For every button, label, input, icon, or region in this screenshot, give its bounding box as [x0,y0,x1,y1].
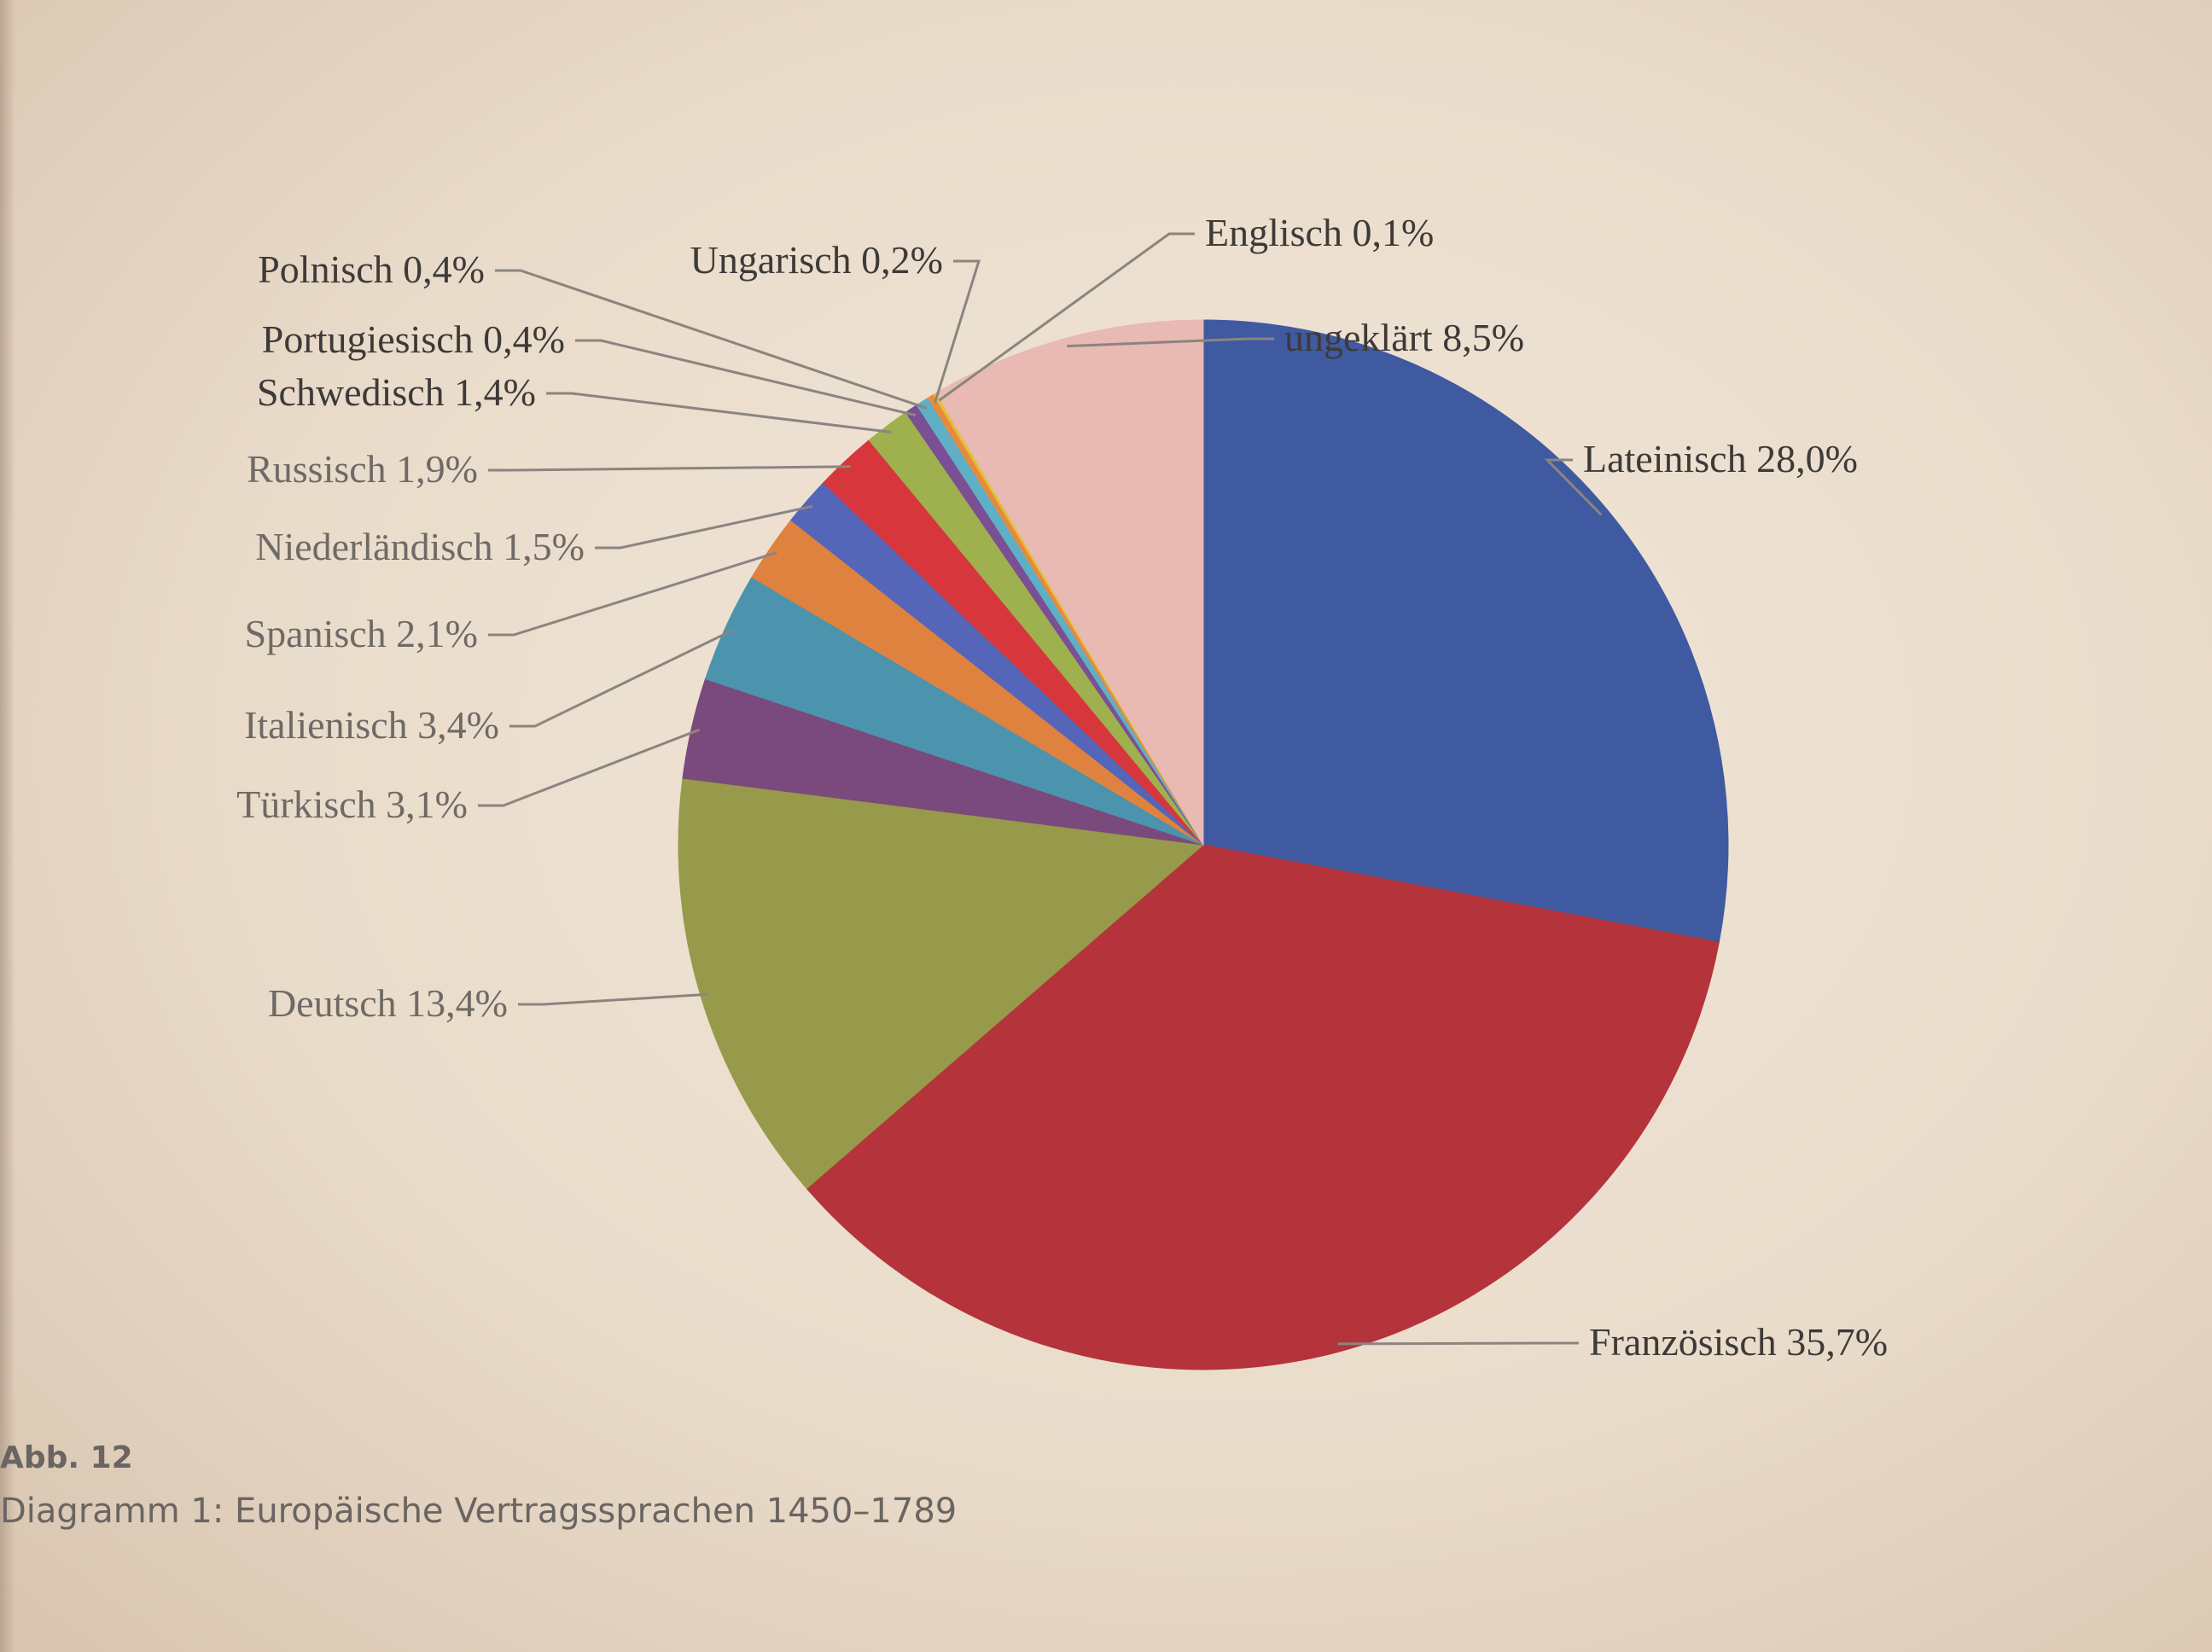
slice-label-russisch: Russisch 1,9% [247,447,478,491]
slice-label-italienisch: Italienisch 3,4% [244,703,499,747]
slice-label-spanisch: Spanisch 2,1% [245,612,478,655]
leader-line-schwedisch [546,392,893,433]
leader-line-französisch [1337,1341,1579,1346]
slice-label-ungarisch: Ungarisch 0,2% [690,238,943,282]
leader-line-englisch [938,232,1195,402]
pie-slice-lateinisch [1202,319,1729,943]
leader-line-spanisch [488,551,777,637]
slice-label-schwedisch: Schwedisch 1,4% [257,370,536,414]
leader-line-ungarisch [933,259,981,404]
pie-slice-französisch [806,844,1720,1370]
slice-label-türkisch: Türkisch 3,1% [236,782,468,826]
slice-label-deutsch: Deutsch 13,4% [268,981,508,1025]
slice-label-niederländisch: Niederländisch 1,5% [255,525,585,568]
slice-label-portugiesisch: Portugiesisch 0,4% [262,317,565,361]
slice-label-ungeklärt: ungeklärt 8,5% [1284,316,1524,359]
leader-line-ungeklärt [1067,337,1274,348]
figure-number: Abb. 12 [0,1440,133,1475]
leader-line-russisch [488,465,852,472]
slice-label-französisch: Französisch 35,7% [1589,1320,1888,1364]
pie-slices [678,319,1729,1370]
slice-label-lateinisch: Lateinisch 28,0% [1583,437,1858,480]
leader-line-deutsch [518,992,709,1006]
leader-line-polnisch [495,269,928,410]
slice-labels: Lateinisch 28,0% Französisch 35,7% Deutsch… [236,211,1888,1364]
slice-label-englisch: Englisch 0,1% [1205,211,1434,254]
pie-slice-deutsch [678,777,1205,1190]
pie-slice-ungeklärt [935,319,1204,846]
leader-line-portugiesisch [575,339,917,417]
leader-line-niederländisch [595,504,813,550]
leader-line-türkisch [478,728,700,807]
figure-caption: Diagramm 1: Europäische Vertragssprachen… [0,1492,958,1531]
slice-label-polnisch: Polnisch 0,4% [258,247,485,291]
leader-line-italienisch [509,629,734,728]
label-leader-lines [478,232,1603,1346]
leader-line-lateinisch [1544,458,1603,516]
page-edge-shadow [0,0,15,1652]
